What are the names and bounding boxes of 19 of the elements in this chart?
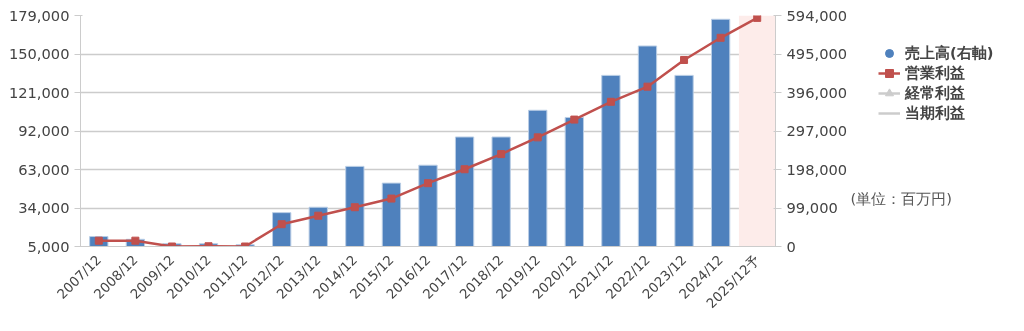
legend-label: 営業利益 [905,63,965,83]
y2-tick-label: 0 [786,237,796,255]
y-tick-label: 150,000 [8,45,70,62]
y2-tick-label: 396,000 [786,83,848,101]
y-tick-label: 5,000 [27,237,70,255]
y2-tick-label: 594,000 [786,6,848,24]
y-tick-label: 34,000 [18,199,70,216]
y-tick-label: 179,000 [8,6,70,24]
y2-tick-label: 99,000 [786,199,838,216]
y-tick-label: 121,000 [8,83,70,101]
legend-label: 売上高(右軸) [905,43,994,63]
text: (単位：百万円) [850,190,952,208]
y2-tick-label: 495,000 [786,45,848,62]
y2-tick-label: 198,000 [786,160,848,178]
legend-label: 経常利益 [905,83,965,103]
legend-label: 当期利益 [905,103,965,123]
y-tick-label: 63,000 [18,160,70,178]
y-tick-label: 92,000 [18,122,70,139]
y2-tick-label: 297,000 [786,122,848,139]
